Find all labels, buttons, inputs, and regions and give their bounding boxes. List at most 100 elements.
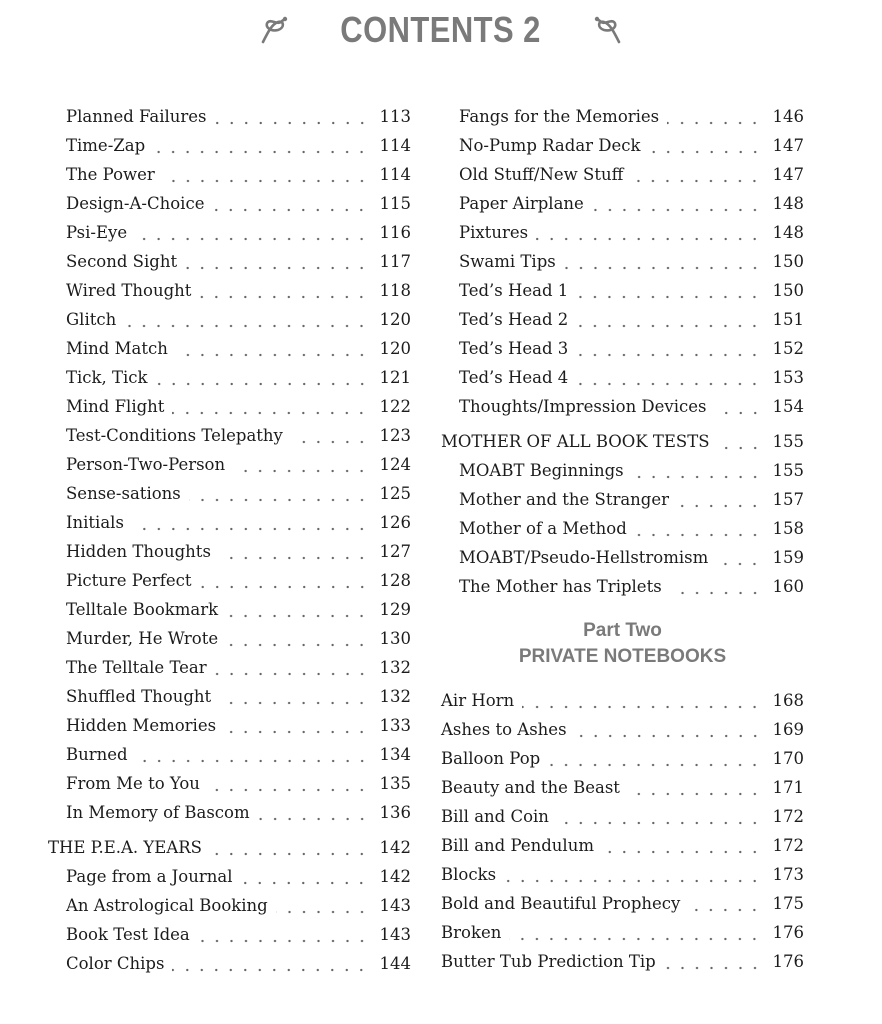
- page-number: 133: [379, 716, 412, 735]
- toc-entry[interactable]: Thoughts/Impression Devices 154: [441, 392, 804, 421]
- toc-entry[interactable]: Psi-Eye 116: [48, 218, 411, 247]
- toc-entry[interactable]: Balloon Pop 170: [441, 744, 804, 773]
- page-number: 160: [772, 577, 805, 596]
- entry-title: THE P.E.A. YEARS: [48, 838, 202, 857]
- toc-entry[interactable]: Paper Airplane 148: [441, 189, 804, 218]
- toc-entry[interactable]: From Me to You 135: [48, 769, 411, 798]
- toc-entry[interactable]: Test-Conditions Telepathy 123: [48, 421, 411, 450]
- toc-entry[interactable]: Mother and the Stranger 157: [441, 485, 804, 514]
- toc-entry[interactable]: Old Stuff/New Stuff 147: [441, 160, 804, 189]
- section-heading[interactable]: THE P.E.A. YEARS 142: [48, 833, 411, 862]
- entry-title: Bill and Coin: [441, 807, 549, 826]
- dot-leader: [172, 398, 369, 415]
- page-number: 150: [772, 252, 805, 271]
- toc-entry[interactable]: Mind Flight 122: [48, 392, 411, 421]
- entry-title: Mother of a Method: [459, 519, 627, 538]
- toc-entry[interactable]: Ted’s Head 4 153: [441, 363, 804, 392]
- dot-leader: [663, 953, 762, 970]
- page-number: 147: [772, 136, 805, 155]
- entry-title: Ted’s Head 4: [459, 368, 569, 387]
- toc-entry[interactable]: Initials 126: [48, 508, 411, 537]
- dot-leader: [153, 137, 369, 154]
- toc-entry[interactable]: Ashes to Ashes 169: [441, 715, 804, 744]
- page-number: 122: [379, 397, 412, 416]
- toc-entry[interactable]: MOABT Beginnings 155: [441, 456, 804, 485]
- toc-entry[interactable]: Wired Thought 118: [48, 276, 411, 305]
- toc-entry[interactable]: Tick, Tick 121: [48, 363, 411, 392]
- toc-entry[interactable]: An Astrological Booking 143: [48, 891, 411, 920]
- toc-entry[interactable]: The Telltale Tear 132: [48, 653, 411, 682]
- toc-entry[interactable]: Mind Match 120: [48, 334, 411, 363]
- toc-entry[interactable]: MOABT/Pseudo-Hellstromism 159: [441, 543, 804, 572]
- toc-entry[interactable]: Sense-sations 125: [48, 479, 411, 508]
- toc-entry[interactable]: Ted’s Head 2 151: [441, 305, 804, 334]
- toc-entry[interactable]: Planned Failures 113: [48, 102, 411, 131]
- toc-entry[interactable]: Beauty and the Beast 171: [441, 773, 804, 802]
- page-number: 148: [772, 194, 805, 213]
- toc-column-left: Planned Failures 113 Time-Zap 114 The Power 1…: [48, 102, 411, 978]
- toc-entry[interactable]: Murder, He Wrote 130: [48, 624, 411, 653]
- toc-entry[interactable]: Ted’s Head 3 152: [441, 334, 804, 363]
- toc-entry[interactable]: Swami Tips 150: [441, 247, 804, 276]
- toc-entry[interactable]: Glitch 120: [48, 305, 411, 334]
- toc-entry[interactable]: The Mother has Triplets 160: [441, 572, 804, 601]
- entry-title: Glitch: [66, 310, 117, 329]
- dot-leader: [290, 427, 369, 444]
- toc-entry[interactable]: Hidden Memories 133: [48, 711, 411, 740]
- section-heading[interactable]: MOTHER OF ALL BOOK TESTS 155: [441, 427, 804, 456]
- toc-entry[interactable]: Butter Tub Prediction Tip 176: [441, 947, 804, 976]
- toc-entry[interactable]: Air Horn 168: [441, 686, 804, 715]
- entry-title: Picture Perfect: [66, 571, 192, 590]
- dot-leader: [226, 601, 369, 618]
- toc-entry[interactable]: Burned 134: [48, 740, 411, 769]
- toc-entry[interactable]: In Memory of Bascom 136: [48, 798, 411, 827]
- toc-entry[interactable]: Blocks 173: [441, 860, 804, 889]
- toc-entry[interactable]: The Power 114: [48, 160, 411, 189]
- page-number: 150: [772, 281, 805, 300]
- toc-entry[interactable]: Design-A-Choice 115: [48, 189, 411, 218]
- entry-title: The Telltale Tear: [66, 658, 207, 677]
- dot-leader: [631, 462, 762, 479]
- toc-entry[interactable]: Person-Two-Person 124: [48, 450, 411, 479]
- toc-entry[interactable]: Bold and Beautiful Prophecy 175: [441, 889, 804, 918]
- entry-title: Hidden Memories: [66, 716, 217, 735]
- entry-title: Ted’s Head 1: [459, 281, 569, 300]
- entry-title: Color Chips: [66, 954, 165, 973]
- toc-entry[interactable]: Broken 176: [441, 918, 804, 947]
- toc-entry[interactable]: Picture Perfect 128: [48, 566, 411, 595]
- toc-entry[interactable]: Page from a Journal 142: [48, 862, 411, 891]
- entry-title: Tick, Tick: [66, 368, 148, 387]
- toc-entry[interactable]: Book Test Idea 143: [48, 920, 411, 949]
- page-number: 175: [772, 894, 805, 913]
- dot-leader: [522, 692, 762, 709]
- part-heading: Part Two PRIVATE NOTEBOOKS: [441, 618, 804, 670]
- page-number: 114: [379, 136, 412, 155]
- toc-entry[interactable]: Color Chips 144: [48, 949, 411, 978]
- entry-title: Bill and Pendulum: [441, 836, 594, 855]
- toc-entry[interactable]: Telltale Bookmark 129: [48, 595, 411, 624]
- entry-title: Murder, He Wrote: [66, 629, 219, 648]
- toc-entry[interactable]: Bill and Coin 172: [441, 802, 804, 831]
- dot-leader: [212, 195, 369, 212]
- toc-entry[interactable]: Pixtures 148: [441, 218, 804, 247]
- knot-ornament-icon: [594, 16, 620, 44]
- page-number: 153: [772, 368, 805, 387]
- toc-entry[interactable]: Shuffled Thought 132: [48, 682, 411, 711]
- page-number: 118: [379, 281, 412, 300]
- toc-entry[interactable]: Fangs for the Memories 146: [441, 102, 804, 131]
- page-number: 151: [772, 310, 805, 329]
- toc-entry[interactable]: Bill and Pendulum 172: [441, 831, 804, 860]
- toc-entry[interactable]: Hidden Thoughts 127: [48, 537, 411, 566]
- page-number: 126: [379, 513, 412, 532]
- toc-entry[interactable]: Second Sight 117: [48, 247, 411, 276]
- entry-title: Broken: [441, 923, 502, 942]
- dot-leader: [677, 491, 762, 508]
- page-number: 157: [772, 490, 805, 509]
- dot-leader: [218, 543, 369, 560]
- page-number: 144: [379, 954, 412, 973]
- toc-entry[interactable]: Mother of a Method 158: [441, 514, 804, 543]
- entry-title: Initials: [66, 513, 124, 532]
- toc-entry[interactable]: No-Pump Radar Deck 147: [441, 131, 804, 160]
- toc-entry[interactable]: Ted’s Head 1 150: [441, 276, 804, 305]
- toc-entry[interactable]: Time-Zap 114: [48, 131, 411, 160]
